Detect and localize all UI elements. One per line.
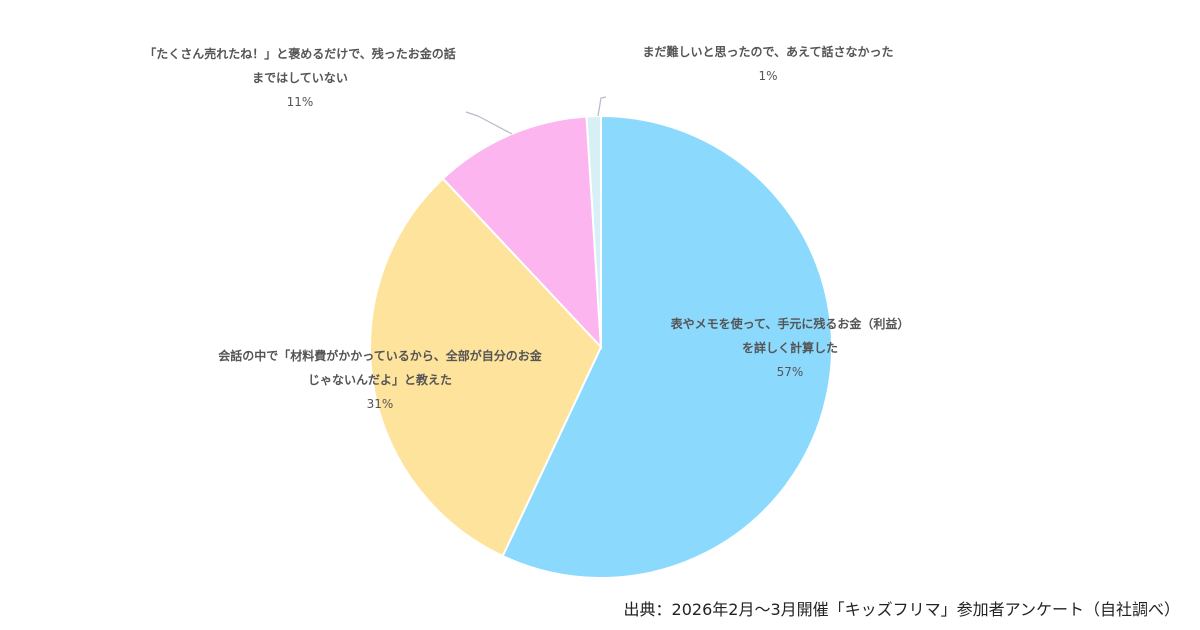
slice-label-1: 会話の中で「材料費がかかっているから、全部が自分のお金 じゃないんだよ」と教えた… [180, 344, 580, 416]
leader-line-3 [597, 96, 607, 117]
leader-line-2 [465, 111, 513, 135]
slice-value-2: 11% [286, 95, 314, 109]
slice-label-2: 「たくさん売れたね！」と褒めるだけで、残ったお金の話 まではしていない 11% [110, 42, 490, 114]
pie-slice-0 [501, 114, 833, 579]
slice-value-1: 31% [366, 397, 394, 411]
pie-slice-3 [585, 114, 602, 348]
pie-slice-2 [441, 115, 603, 350]
slice-label-3: まだ難しいと思ったので、あえて話さなかった 1% [618, 40, 918, 88]
pie-slice-1 [369, 177, 603, 558]
source-note: 出典：2026年2月〜3月開催「キッズフリマ」参加者アンケート（自社調べ） [623, 600, 1180, 619]
slice-value-0: 57% [776, 365, 804, 379]
slice-label-0: 表やメモを使って、手元に残るお金（利益） を詳しく計算した 57% [640, 312, 940, 384]
slice-value-3: 1% [758, 69, 778, 83]
